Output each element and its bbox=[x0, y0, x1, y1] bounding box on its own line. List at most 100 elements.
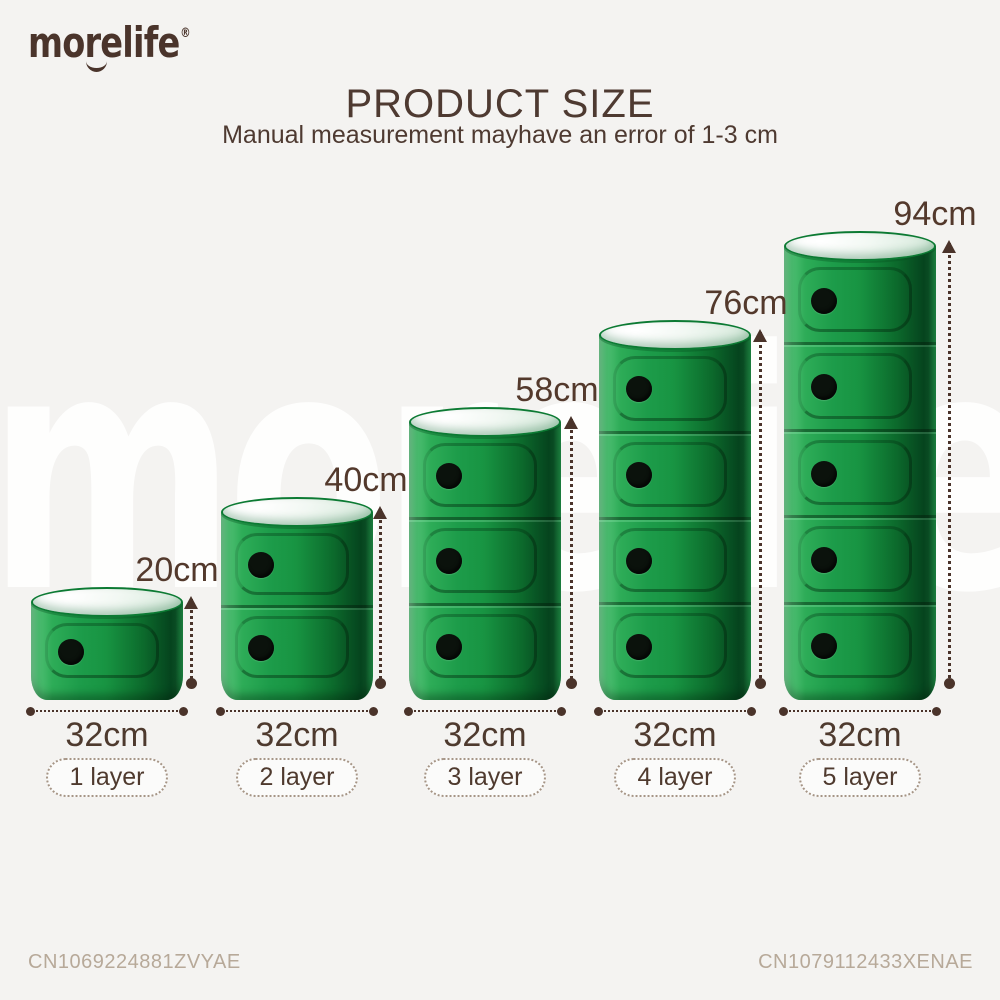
drawer-module bbox=[784, 515, 936, 601]
cabinet-body bbox=[409, 422, 561, 700]
drawer-door bbox=[45, 623, 159, 678]
drawer-hole-icon bbox=[811, 546, 837, 573]
width-arrow bbox=[779, 707, 941, 716]
width-arrow bbox=[404, 707, 566, 716]
drawer-module bbox=[784, 428, 936, 515]
layer-tag-label: 3 layer bbox=[447, 763, 523, 791]
drawer-stack bbox=[31, 615, 183, 688]
cabinet-5-layer bbox=[784, 231, 936, 700]
cabinet-top bbox=[784, 231, 936, 261]
drawer-door bbox=[613, 527, 727, 593]
drawer-module bbox=[409, 517, 561, 602]
width-label: 32cm bbox=[633, 716, 717, 754]
width-arrow bbox=[594, 707, 756, 716]
drawer-door bbox=[423, 528, 537, 593]
height-label: 58cm bbox=[515, 371, 599, 409]
drawer-stack bbox=[221, 525, 373, 688]
drawer-module bbox=[784, 259, 936, 342]
width-label: 32cm bbox=[443, 716, 527, 754]
drawer-door bbox=[798, 353, 912, 419]
width-arrow bbox=[26, 707, 188, 716]
width-label: 32cm bbox=[818, 716, 902, 754]
drawer-module bbox=[599, 348, 751, 431]
drawer-door bbox=[613, 441, 727, 507]
cabinet-2-layer bbox=[221, 497, 373, 700]
layer-tag-label: 4 layer bbox=[637, 763, 713, 791]
logo-smile-icon bbox=[86, 60, 107, 72]
layer-tag-label: 2 layer bbox=[259, 763, 335, 791]
product-code-right: CN1079112433XENAE bbox=[758, 951, 973, 973]
drawer-hole-icon bbox=[626, 547, 652, 574]
drawer-hole-icon bbox=[626, 376, 652, 403]
drawer-door bbox=[613, 613, 727, 678]
height-arrow bbox=[184, 596, 198, 689]
cabinet-top bbox=[31, 587, 183, 617]
drawer-hole-icon bbox=[248, 635, 274, 661]
drawer-door bbox=[235, 533, 349, 595]
drawer-module bbox=[221, 605, 373, 688]
drawer-door bbox=[235, 616, 349, 678]
width-label: 32cm bbox=[255, 716, 339, 754]
page-subtitle: Manual measurement mayhave an error of 1… bbox=[222, 121, 778, 149]
height-arrow bbox=[564, 416, 578, 689]
height-arrow bbox=[373, 506, 387, 689]
drawer-hole-icon bbox=[58, 638, 84, 665]
layer-tag: 1 layer bbox=[46, 758, 168, 797]
drawer-module bbox=[599, 602, 751, 688]
drawer-door bbox=[798, 267, 912, 333]
drawer-hole-icon bbox=[436, 463, 462, 490]
width-arrow bbox=[216, 707, 378, 716]
height-label: 94cm bbox=[893, 195, 977, 233]
height-label: 20cm bbox=[135, 551, 219, 589]
height-label: 76cm bbox=[704, 284, 788, 322]
layer-tag: 5 layer bbox=[799, 758, 921, 797]
drawer-door bbox=[798, 439, 912, 506]
height-label: 40cm bbox=[324, 461, 408, 499]
drawer-door bbox=[798, 526, 912, 592]
drawer-stack bbox=[784, 259, 936, 688]
drawer-stack bbox=[409, 435, 561, 688]
cabinet-3-layer bbox=[409, 407, 561, 700]
layer-tag-label: 1 layer bbox=[69, 763, 145, 791]
drawer-hole-icon bbox=[436, 633, 462, 660]
drawer-module bbox=[31, 615, 183, 688]
page-title: PRODUCT SIZE bbox=[345, 82, 655, 126]
drawer-module bbox=[784, 342, 936, 428]
drawer-hole-icon bbox=[811, 374, 837, 401]
drawer-stack bbox=[599, 348, 751, 688]
drawer-module bbox=[784, 601, 936, 688]
drawer-hole-icon bbox=[248, 552, 274, 578]
cabinet-1-layer bbox=[31, 587, 183, 700]
brand-registered-icon: ® bbox=[180, 26, 191, 41]
drawer-module bbox=[221, 525, 373, 605]
layer-tag: 2 layer bbox=[236, 758, 358, 797]
layer-tag: 3 layer bbox=[424, 758, 546, 797]
cabinet-top bbox=[599, 320, 751, 350]
drawer-hole-icon bbox=[811, 633, 837, 660]
brand-logo-text: morelife bbox=[28, 18, 180, 67]
drawer-door bbox=[423, 443, 537, 508]
drawer-door bbox=[423, 613, 537, 678]
brand-logo: morelife® bbox=[28, 18, 191, 67]
product-code-left: CN1069224881ZVYAE bbox=[28, 951, 241, 973]
drawer-module bbox=[409, 435, 561, 517]
cabinet-4-layer bbox=[599, 320, 751, 700]
drawer-hole-icon bbox=[436, 548, 462, 575]
drawer-hole-icon bbox=[811, 460, 837, 487]
cabinet-top bbox=[409, 407, 561, 437]
drawer-hole-icon bbox=[626, 462, 652, 489]
width-label: 32cm bbox=[65, 716, 149, 754]
height-arrow bbox=[942, 240, 956, 689]
cabinet-top bbox=[221, 497, 373, 527]
drawer-hole-icon bbox=[811, 287, 837, 314]
drawer-module bbox=[409, 602, 561, 688]
drawer-door bbox=[613, 356, 727, 421]
drawer-hole-icon bbox=[626, 633, 652, 660]
drawer-door bbox=[798, 612, 912, 679]
height-arrow bbox=[753, 329, 767, 689]
layer-tag: 4 layer bbox=[614, 758, 736, 797]
layer-tag-label: 5 layer bbox=[822, 763, 898, 791]
drawer-module bbox=[599, 430, 751, 517]
drawer-module bbox=[599, 516, 751, 603]
